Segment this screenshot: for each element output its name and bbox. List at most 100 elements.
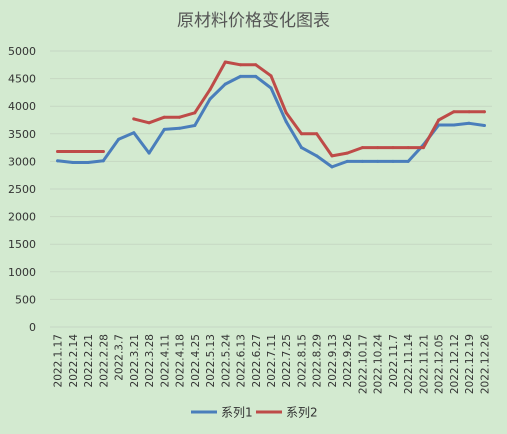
y-tick-label: 500 [15, 293, 36, 306]
series-2-point [86, 149, 90, 153]
series-2-point [452, 110, 456, 114]
x-tick-label: 2022.12.05 [434, 334, 446, 394]
x-tick-label: 2022.8.15 [296, 334, 308, 387]
x-tick-label: 2022.3.7 [114, 334, 126, 381]
series-2-point [254, 63, 258, 67]
series-1-point [315, 154, 319, 158]
series-1-point [193, 124, 197, 128]
series-2-point [345, 151, 349, 155]
series-1-point [299, 146, 303, 150]
series-1-point [162, 127, 166, 131]
series-1-point [376, 159, 380, 163]
x-tick-label: 2022.4.18 [175, 334, 187, 387]
series-1-point [239, 74, 243, 78]
series-1 [56, 74, 486, 169]
series-2-point [315, 132, 319, 136]
x-tick-label: 2022.3.28 [144, 334, 156, 387]
series-1-point [269, 86, 273, 90]
series-2-point [147, 121, 151, 125]
y-tick-label: 5000 [8, 45, 36, 58]
series-1-point [254, 74, 258, 78]
x-tick-label: 2022.9.13 [327, 334, 339, 387]
series-2-point [391, 146, 395, 150]
x-tick-label: 2022.2.21 [83, 334, 95, 387]
legend-label-1: 系列1 [221, 406, 253, 420]
series-1-point [208, 97, 212, 101]
series-1-point [223, 82, 227, 86]
x-tick-label: 2022.6.13 [236, 334, 248, 387]
series-1-point [360, 159, 364, 163]
series-2-point [360, 146, 364, 150]
series-2-point [421, 146, 425, 150]
x-tick-label: 2022.6.27 [251, 334, 263, 387]
series-2-point [239, 63, 243, 67]
series-2-point [132, 117, 136, 121]
series-2-point [162, 115, 166, 119]
series-2 [56, 60, 486, 158]
series-2-line [132, 60, 486, 158]
series-1-point [86, 161, 90, 165]
x-tick-label: 2022.9.26 [342, 334, 354, 388]
legend-label-2: 系列2 [286, 406, 318, 420]
y-tick-label: 4000 [8, 100, 36, 113]
y-tick-label: 4500 [8, 73, 36, 86]
series-1-point [482, 124, 486, 128]
series-1-point [56, 159, 60, 163]
series-1-point [345, 159, 349, 163]
y-tick-label: 3500 [8, 128, 36, 141]
series-1-point [132, 131, 136, 135]
x-tick-label: 2022.4.25 [190, 334, 202, 387]
x-tick-label: 2022.5.24 [220, 334, 232, 388]
y-tick-label: 2500 [8, 183, 36, 196]
x-tick-label: 2022.3.21 [129, 334, 141, 387]
x-tick-label: 2022.1.17 [53, 334, 65, 387]
x-tick-label: 2022.7.25 [281, 334, 293, 387]
x-tick-label: 2022.8.29 [312, 334, 324, 387]
series-1-point [284, 120, 288, 124]
series-1-point [71, 161, 75, 165]
series-2-point [330, 154, 334, 158]
x-tick-label: 2022.4.11 [159, 334, 171, 387]
series-1-point [452, 123, 456, 127]
series-2-point [437, 118, 441, 122]
x-tick-label: 2022.11.14 [403, 334, 415, 394]
series-2-point [467, 110, 471, 114]
chart-title: 原材料价格变化图表 [177, 11, 330, 31]
series-1-point [406, 159, 410, 163]
y-tick-label: 1500 [8, 238, 36, 251]
y-axis-ticks: 0 500 1000 1500 2000 2500 3000 3500 4000 4500 5000 [8, 45, 36, 334]
y-tick-label: 0 [29, 321, 36, 334]
series-lines [56, 60, 486, 169]
series-2-point [208, 88, 212, 92]
series-1-point [147, 151, 151, 155]
series-2-point [101, 149, 105, 153]
series-2-point [482, 110, 486, 114]
x-tick-label: 2022.5.13 [205, 334, 217, 387]
series-1-point [117, 137, 121, 141]
y-tick-label: 3000 [8, 155, 36, 168]
series-2-point [193, 111, 197, 115]
x-tick-label: 2022.10.17 [357, 334, 369, 394]
series-1-point [178, 126, 182, 130]
x-tick-label: 2022.12.12 [449, 334, 461, 394]
series-1-point [101, 159, 105, 163]
series-2-point [299, 132, 303, 136]
series-2-point [178, 115, 182, 119]
x-tick-label: 2022.2.28 [98, 334, 110, 387]
legend: 系列1 系列2 [191, 406, 318, 420]
series-2-point [406, 146, 410, 150]
series-2-point [376, 146, 380, 150]
x-tick-label: 2022.2.14 [68, 334, 80, 388]
series-1-point [330, 165, 334, 169]
x-tick-label: 2022.7.11 [266, 334, 278, 387]
series-2-point [223, 60, 227, 64]
x-tick-label: 2022.11.7 [388, 334, 400, 387]
x-tick-label: 2022.12.26 [479, 334, 491, 394]
series-1-point [391, 159, 395, 163]
y-tick-label: 1000 [8, 266, 36, 279]
x-tick-label: 2022.10.24 [373, 334, 385, 394]
series-2-point [284, 111, 288, 115]
series-2-point [71, 149, 75, 153]
y-tick-label: 2000 [8, 211, 36, 224]
